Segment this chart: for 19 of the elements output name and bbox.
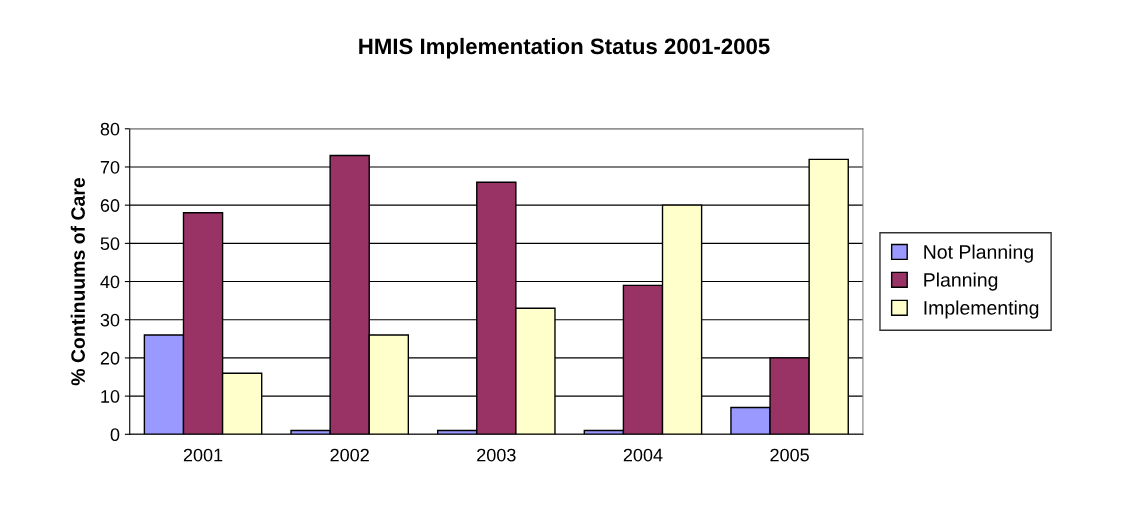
y-tick-label: 0	[110, 428, 120, 442]
legend-label: Planning	[924, 272, 998, 291]
chart-title: HMIS Implementation Status 2001-2005	[359, 37, 770, 59]
x-tick-label: 2001	[183, 448, 223, 462]
y-tick-label: 10	[101, 390, 120, 403]
x-tick-label: 2004	[623, 448, 663, 462]
y-tick-label: 60	[100, 199, 120, 212]
y-tick-label: 80	[100, 122, 120, 136]
y-tick-label: 20	[100, 351, 120, 365]
y-tick-label: 70	[100, 160, 120, 174]
y-axis-title: % Continuums of Care	[70, 177, 85, 386]
y-tick-label: 40	[100, 275, 120, 289]
x-tick-label: 2003	[477, 448, 516, 462]
x-tick-label: 2005	[770, 448, 809, 462]
legend-label: Implementing	[924, 300, 1039, 319]
y-tick-label: 50	[100, 237, 120, 251]
y-tick-label: 30	[100, 313, 120, 327]
x-tick-label: 2002	[330, 448, 369, 462]
legend-label: Not Planning	[924, 244, 1033, 263]
